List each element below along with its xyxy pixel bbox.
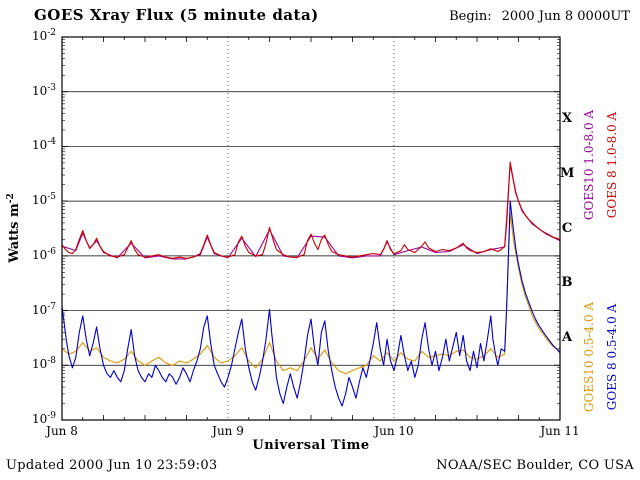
begin-block: Begin: 2000 Jun 8 0000UT bbox=[449, 9, 630, 24]
x-axis-label: Universal Time bbox=[252, 438, 370, 453]
y-tick-label: 10-4 bbox=[31, 137, 56, 153]
y-tick-label: 10-5 bbox=[31, 192, 56, 208]
series-goes-8-1-0-8-0-a bbox=[61, 161, 561, 259]
x-tick-label: Jun 11 bbox=[540, 424, 580, 438]
begin-value: 2000 Jun 8 0000UT bbox=[501, 9, 630, 24]
flare-class-m: M bbox=[560, 165, 575, 181]
x-tick-label: Jun 9 bbox=[212, 424, 244, 438]
y-tick-label: 10-9 bbox=[31, 411, 56, 426]
series-goes10-1-0-8-0-a bbox=[61, 163, 561, 260]
flare-class-c: C bbox=[561, 220, 573, 236]
legend-goes-8-1-0-8-0-a: GOES 8 1.0-8.0 A bbox=[605, 111, 619, 219]
page-title: GOES Xray Flux (5 minute data) bbox=[34, 6, 319, 24]
x-tick-label: Jun 10 bbox=[374, 424, 414, 438]
y-tick-label: 10-6 bbox=[31, 246, 56, 262]
updated-timestamp: Updated 2000 Jun 10 23:59:03 bbox=[6, 458, 218, 473]
y-tick-label: 10-7 bbox=[31, 301, 56, 317]
y-axis-label-exponent: -2 bbox=[5, 193, 16, 204]
legend-goes10-1-0-8-0-a: GOES10 1.0-8.0 A bbox=[582, 109, 596, 221]
flare-class-b: B bbox=[561, 275, 573, 291]
series-goes10-0-5-4-0-a bbox=[61, 212, 561, 375]
flare-class-a: A bbox=[561, 329, 573, 345]
flare-class-x: X bbox=[561, 111, 573, 127]
y-tick-label: 10-3 bbox=[31, 82, 56, 98]
series-goes-8-0-5-4-0-a bbox=[61, 200, 561, 407]
legend-goes10-0-5-4-0-a: GOES10 0.5-4.0 A bbox=[582, 301, 596, 413]
source-attribution: NOAA/SEC Boulder, CO USA bbox=[436, 458, 634, 473]
plot-border bbox=[61, 36, 561, 421]
y-tick-label: 10-8 bbox=[31, 356, 56, 372]
legend-goes-8-0-5-4-0-a: GOES 8 0.5-4.0 A bbox=[605, 303, 619, 411]
x-tick-label: Jun 8 bbox=[46, 424, 78, 438]
begin-label: Begin: bbox=[449, 9, 492, 24]
y-tick-label: 10-2 bbox=[31, 28, 56, 43]
